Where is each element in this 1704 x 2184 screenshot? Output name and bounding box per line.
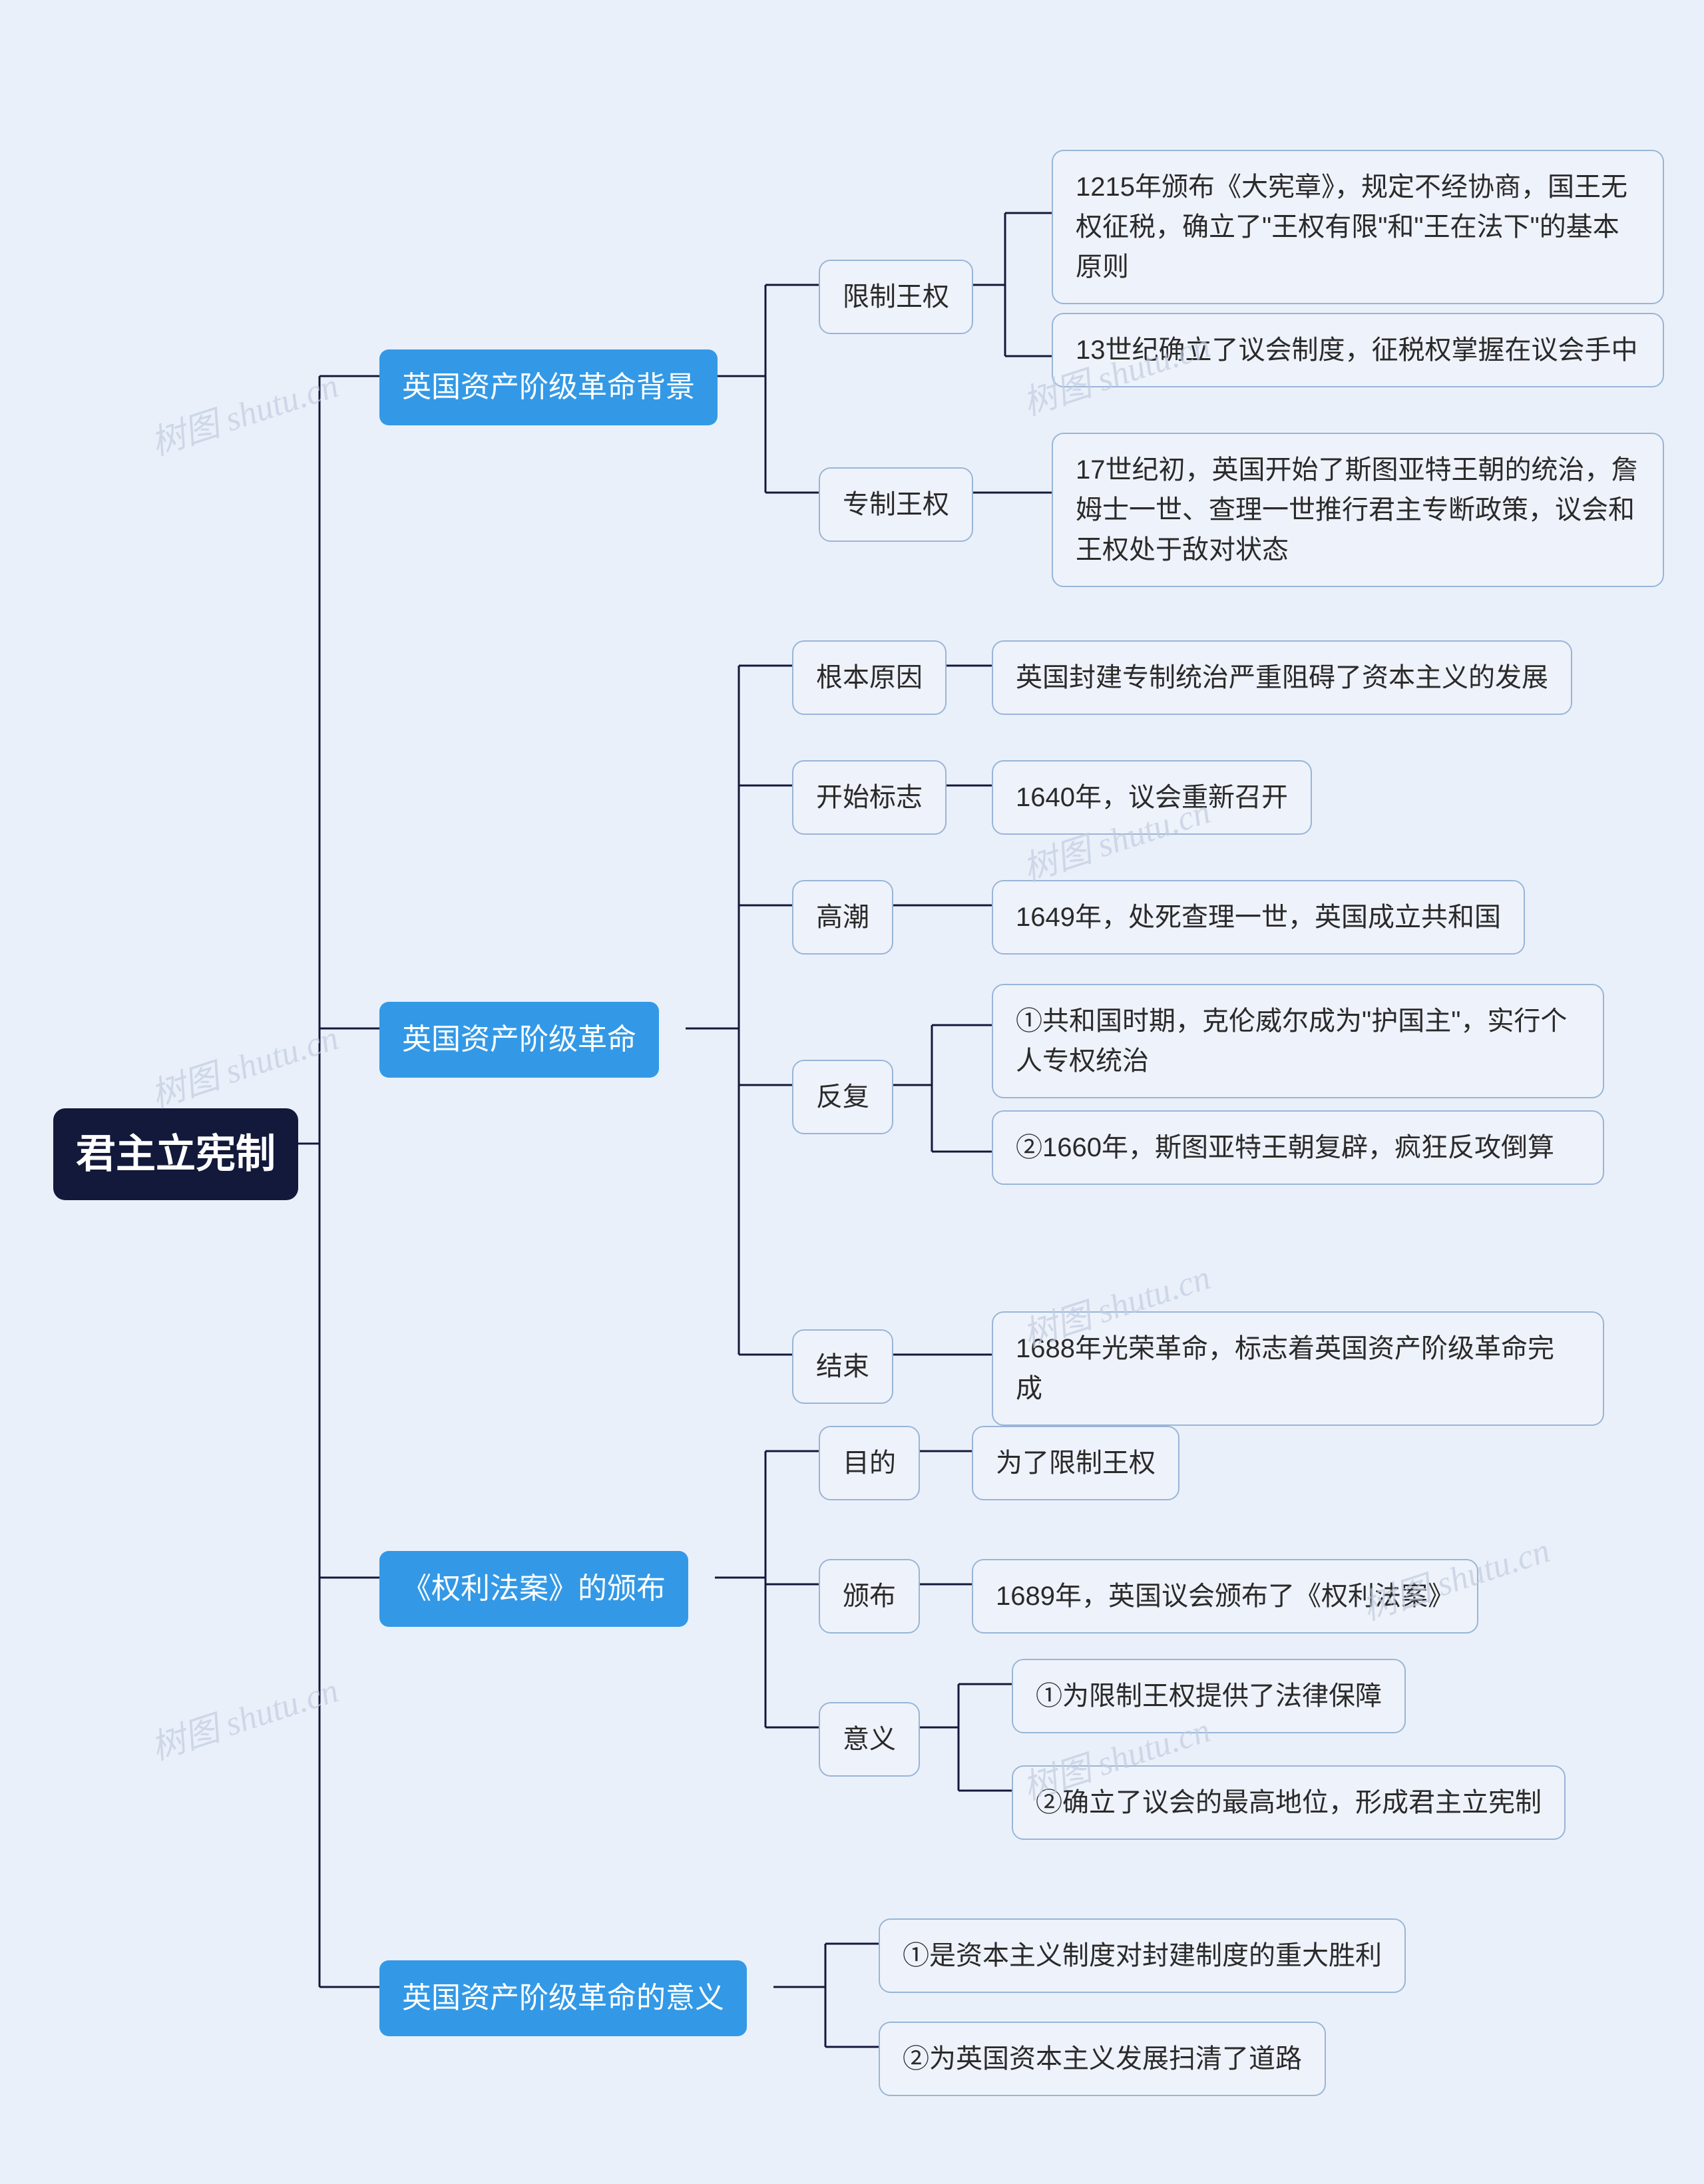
leaf-cromwell: ①共和国时期，克伦威尔成为"护国主"，实行个人专权统治 xyxy=(992,984,1604,1098)
node-end: 结束 xyxy=(792,1329,893,1404)
leaf-root-cause: 英国封建专制统治严重阻碍了资本主义的发展 xyxy=(992,640,1572,715)
node-reversal: 反复 xyxy=(792,1060,893,1134)
root-node: 君主立宪制 xyxy=(53,1108,298,1200)
watermark: 树图 shutu.cn xyxy=(144,357,344,465)
leaf-parliament-13c: 13世纪确立了议会制度，征税权掌握在议会手中 xyxy=(1052,313,1664,387)
node-promulgate: 颁布 xyxy=(819,1559,920,1634)
node-purpose: 目的 xyxy=(819,1426,920,1500)
watermark: 树图 shutu.cn xyxy=(144,1662,344,1769)
leaf-1660-restoration: ②1660年，斯图亚特王朝复辟，疯狂反攻倒算 xyxy=(992,1110,1604,1185)
leaf-clear-path: ②为英国资本主义发展扫清了道路 xyxy=(879,2022,1326,2096)
leaf-purpose: 为了限制王权 xyxy=(972,1426,1179,1500)
leaf-parliament-supreme: ②确立了议会的最高地位，形成君主立宪制 xyxy=(1012,1765,1566,1840)
node-root-cause: 根本原因 xyxy=(792,640,947,715)
branch-bill-of-rights: 《权利法案》的颁布 xyxy=(379,1551,688,1627)
branch-significance: 英国资产阶级革命的意义 xyxy=(379,1960,747,2036)
node-absolute-power: 专制王权 xyxy=(819,467,973,542)
branch-revolution: 英国资产阶级革命 xyxy=(379,1002,659,1078)
node-meaning: 意义 xyxy=(819,1702,920,1777)
node-climax: 高潮 xyxy=(792,880,893,955)
leaf-1689: 1689年，英国议会颁布了《权利法案》 xyxy=(972,1559,1478,1634)
node-start-mark: 开始标志 xyxy=(792,760,947,835)
leaf-stuart-dynasty: 17世纪初，英国开始了斯图亚特王朝的统治，詹姆士一世、查理一世推行君主专断政策，… xyxy=(1052,433,1664,587)
node-limit-royal-power: 限制王权 xyxy=(819,260,973,334)
leaf-victory: ①是资本主义制度对封建制度的重大胜利 xyxy=(879,1918,1406,1993)
watermark: 树图 shutu.cn xyxy=(144,1010,344,1117)
leaf-1649: 1649年，处死查理一世，英国成立共和国 xyxy=(992,880,1525,955)
leaf-1640: 1640年，议会重新召开 xyxy=(992,760,1312,835)
leaf-legal-guarantee: ①为限制王权提供了法律保障 xyxy=(1012,1659,1406,1733)
branch-background: 英国资产阶级革命背景 xyxy=(379,349,718,425)
leaf-magna-carta: 1215年颁布《大宪章》，规定不经协商，国王无权征税，确立了"王权有限"和"王在… xyxy=(1052,150,1664,304)
leaf-1688-glorious: 1688年光荣革命，标志着英国资产阶级革命完成 xyxy=(992,1311,1604,1426)
